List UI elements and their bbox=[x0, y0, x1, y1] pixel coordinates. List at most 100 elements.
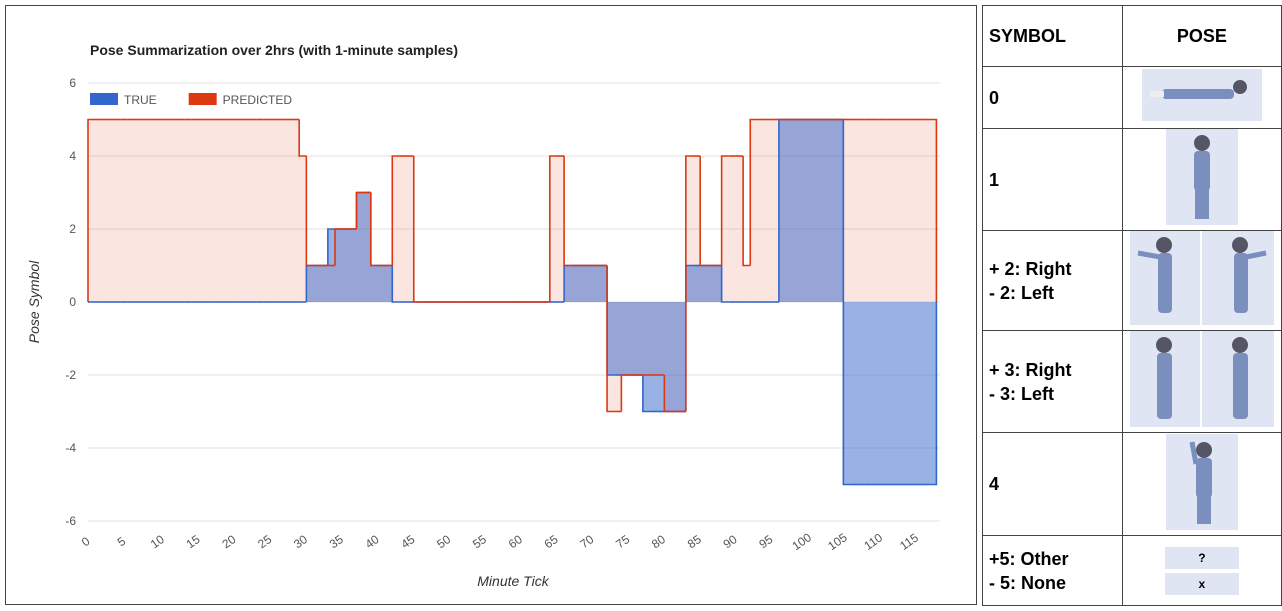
chart: Minute Tick Pose Symbol -6-4-20246051015… bbox=[5, 5, 978, 606]
area-step bbox=[851, 302, 858, 485]
symbol-cell: +5: Other- 5: None bbox=[983, 536, 1123, 606]
area-step bbox=[142, 120, 149, 303]
area-step bbox=[800, 120, 807, 303]
symbol-text: +5: Other bbox=[989, 547, 1116, 571]
symbol-cell: 1 bbox=[983, 129, 1123, 231]
area-step bbox=[249, 120, 256, 303]
area-step bbox=[722, 156, 729, 302]
area-step bbox=[650, 302, 657, 412]
area-step bbox=[929, 120, 936, 303]
symbol-cell: + 3: Right- 3: Left bbox=[983, 331, 1123, 433]
pose-cell bbox=[1122, 433, 1281, 536]
pose-image bbox=[1130, 231, 1274, 325]
area-step bbox=[127, 120, 134, 303]
area-step bbox=[729, 156, 736, 302]
area-step bbox=[851, 120, 858, 303]
area-step bbox=[335, 229, 342, 302]
area-step bbox=[557, 156, 564, 302]
pose-cell: ? x bbox=[1122, 536, 1281, 606]
area-step bbox=[614, 302, 621, 375]
area-step bbox=[356, 193, 363, 303]
area-step bbox=[843, 302, 850, 485]
area-step bbox=[600, 266, 607, 303]
area-step bbox=[392, 156, 399, 302]
area-step bbox=[213, 120, 220, 303]
area-step bbox=[886, 302, 893, 485]
area-step bbox=[786, 120, 793, 303]
area-step bbox=[399, 156, 406, 302]
area-step bbox=[228, 120, 235, 303]
pose-image bbox=[1142, 69, 1262, 121]
area-step bbox=[865, 302, 872, 485]
y-tick-label: -6 bbox=[65, 514, 76, 528]
pose-image bbox=[1130, 331, 1274, 427]
area-step bbox=[922, 120, 929, 303]
area-step bbox=[865, 120, 872, 303]
area-step bbox=[879, 302, 886, 485]
pose-cell bbox=[1122, 67, 1281, 129]
area-step bbox=[822, 120, 829, 303]
area-step bbox=[371, 266, 378, 303]
area-step bbox=[378, 266, 385, 303]
pose-cell bbox=[1122, 129, 1281, 231]
area-step bbox=[564, 266, 571, 303]
area-step bbox=[772, 120, 779, 303]
header-cell: SYMBOL bbox=[983, 6, 1123, 67]
area-step bbox=[206, 120, 213, 303]
area-step bbox=[156, 120, 163, 303]
area-step bbox=[908, 120, 915, 303]
header-cell: POSE bbox=[1122, 6, 1281, 67]
area-step bbox=[586, 266, 593, 303]
area-step bbox=[314, 266, 321, 303]
area-step bbox=[808, 120, 815, 303]
x-axis-title: Minute Tick bbox=[477, 573, 549, 589]
area-step bbox=[915, 302, 922, 485]
legend-label: TRUE bbox=[124, 93, 157, 107]
legend-swatch bbox=[189, 93, 217, 105]
area-step bbox=[92, 120, 99, 303]
area-step bbox=[915, 120, 922, 303]
area-step bbox=[872, 120, 879, 303]
symbol-text: 4 bbox=[989, 472, 1116, 496]
area-step bbox=[836, 120, 843, 303]
area-step bbox=[321, 266, 328, 303]
area-step bbox=[593, 266, 600, 303]
symbol-text: + 3: Right bbox=[989, 358, 1116, 382]
area-step bbox=[364, 193, 371, 303]
symbol-cell: 4 bbox=[983, 433, 1123, 536]
area-step bbox=[242, 120, 249, 303]
area-step bbox=[99, 120, 106, 303]
symbol-text: 1 bbox=[989, 168, 1116, 192]
area-step bbox=[879, 120, 886, 303]
area-step bbox=[672, 302, 679, 412]
area-step bbox=[177, 120, 184, 303]
area-step bbox=[686, 266, 693, 303]
area-step bbox=[886, 120, 893, 303]
symbol-cell: 0 bbox=[983, 67, 1123, 129]
area-step bbox=[858, 302, 865, 485]
pose-box: x bbox=[1165, 573, 1239, 595]
area-step bbox=[120, 120, 127, 303]
area-step bbox=[901, 302, 908, 485]
area-step bbox=[657, 302, 664, 412]
area-step bbox=[285, 120, 292, 303]
symbol-text: - 2: Left bbox=[989, 281, 1116, 305]
symbol-cell: + 2: Right- 2: Left bbox=[983, 231, 1123, 331]
area-step bbox=[170, 120, 177, 303]
area-step bbox=[621, 302, 628, 375]
area-step bbox=[714, 266, 721, 303]
area-step bbox=[636, 302, 643, 375]
area-step bbox=[185, 120, 192, 303]
area-step bbox=[113, 120, 120, 303]
pose-box: ? bbox=[1165, 547, 1239, 569]
chart-title: Pose Summarization over 2hrs (with 1-min… bbox=[90, 42, 458, 58]
pose-cell bbox=[1122, 331, 1281, 433]
y-tick-label: 2 bbox=[69, 222, 76, 236]
area-step bbox=[271, 120, 278, 303]
pose-image bbox=[1166, 434, 1238, 530]
area-step bbox=[779, 120, 786, 303]
area-step bbox=[199, 120, 206, 303]
area-step bbox=[306, 266, 313, 303]
page: Minute Tick Pose Symbol -6-4-20246051015… bbox=[0, 0, 1282, 611]
area-step bbox=[106, 120, 113, 303]
